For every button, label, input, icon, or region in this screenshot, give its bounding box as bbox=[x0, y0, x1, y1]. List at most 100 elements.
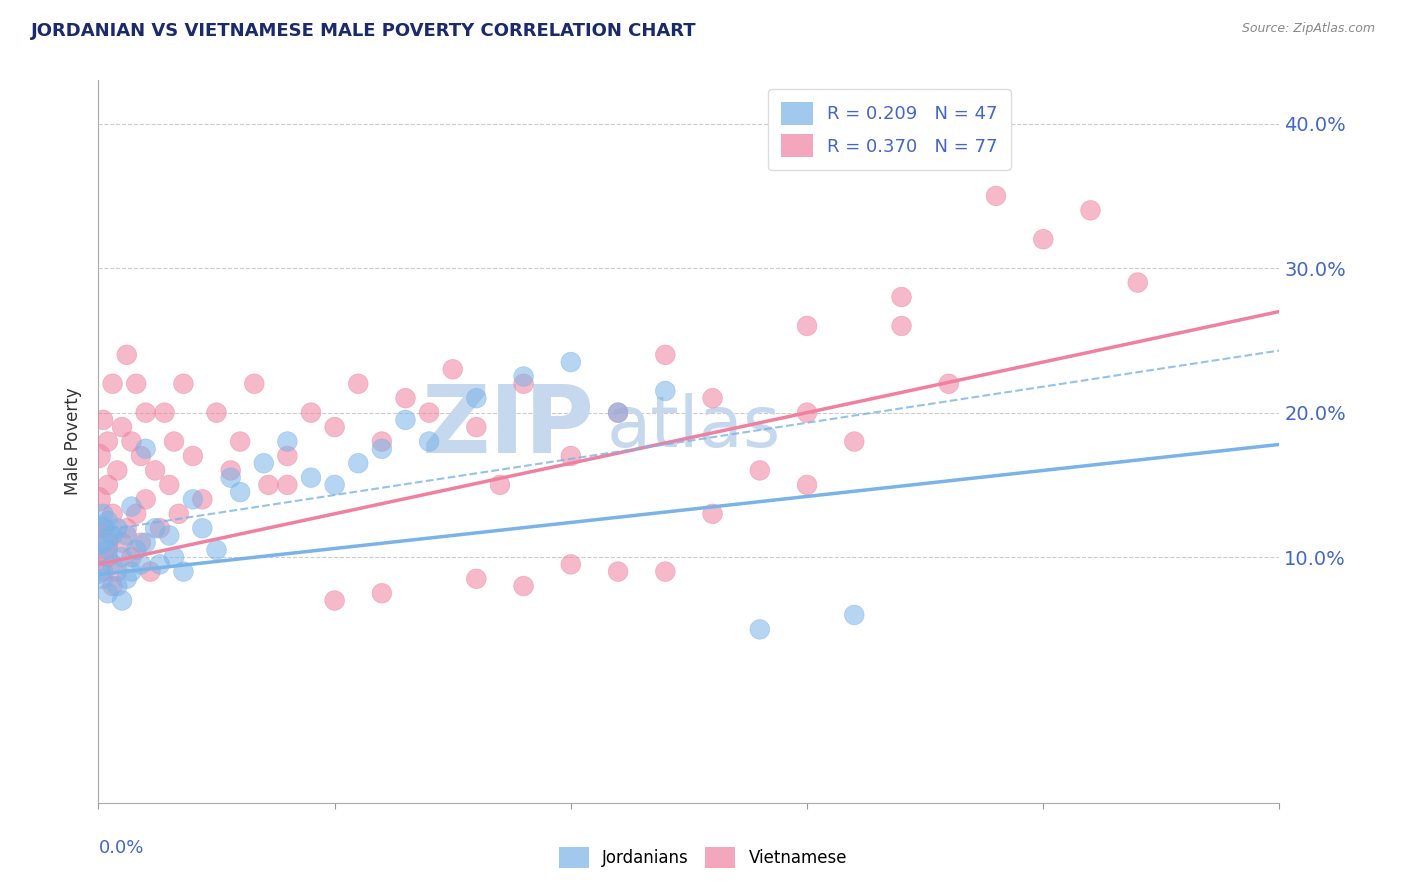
Point bbox=[243, 376, 266, 391]
Point bbox=[129, 535, 152, 549]
Point bbox=[654, 565, 676, 579]
Point bbox=[111, 535, 134, 549]
Point bbox=[135, 535, 157, 549]
Legend: R = 0.209   N = 47, R = 0.370   N = 77: R = 0.209 N = 47, R = 0.370 N = 77 bbox=[768, 89, 1011, 170]
Point bbox=[172, 565, 194, 579]
Point bbox=[115, 348, 138, 362]
Point bbox=[371, 442, 394, 456]
Point bbox=[418, 434, 440, 449]
Point bbox=[394, 413, 416, 427]
Point bbox=[97, 550, 120, 565]
Point bbox=[205, 542, 228, 557]
Point bbox=[172, 376, 194, 391]
Point bbox=[87, 528, 110, 542]
Point bbox=[121, 565, 143, 579]
Point bbox=[105, 463, 128, 477]
Point bbox=[167, 507, 190, 521]
Point bbox=[257, 478, 280, 492]
Point bbox=[465, 420, 488, 434]
Point bbox=[153, 406, 176, 420]
Point bbox=[796, 318, 818, 333]
Point bbox=[394, 391, 416, 405]
Point bbox=[125, 542, 148, 557]
Point bbox=[135, 442, 157, 456]
Point bbox=[149, 558, 172, 572]
Point bbox=[135, 406, 157, 420]
Point bbox=[796, 406, 818, 420]
Point bbox=[101, 579, 124, 593]
Point bbox=[87, 565, 110, 579]
Point bbox=[129, 558, 152, 572]
Point bbox=[129, 449, 152, 463]
Point bbox=[115, 528, 138, 542]
Point bbox=[276, 434, 298, 449]
Point bbox=[844, 607, 866, 622]
Point bbox=[512, 579, 534, 593]
Point bbox=[489, 478, 512, 492]
Point bbox=[299, 470, 322, 484]
Point bbox=[299, 406, 322, 420]
Point bbox=[105, 565, 128, 579]
Point bbox=[115, 572, 138, 586]
Point bbox=[219, 463, 242, 477]
Point bbox=[181, 492, 204, 507]
Point bbox=[101, 507, 124, 521]
Point bbox=[105, 521, 128, 535]
Text: ZIP: ZIP bbox=[422, 381, 595, 473]
Text: Source: ZipAtlas.com: Source: ZipAtlas.com bbox=[1241, 22, 1375, 36]
Point bbox=[276, 478, 298, 492]
Point bbox=[1126, 276, 1149, 290]
Point bbox=[121, 550, 143, 565]
Point bbox=[276, 449, 298, 463]
Point bbox=[219, 470, 242, 484]
Point bbox=[560, 355, 582, 369]
Point bbox=[143, 463, 166, 477]
Point bbox=[512, 369, 534, 384]
Point bbox=[101, 376, 124, 391]
Point bbox=[97, 542, 120, 557]
Point bbox=[560, 449, 582, 463]
Point bbox=[205, 406, 228, 420]
Point bbox=[1032, 232, 1054, 246]
Point bbox=[121, 500, 143, 514]
Point bbox=[87, 449, 110, 463]
Point bbox=[890, 290, 912, 304]
Point bbox=[890, 318, 912, 333]
Point bbox=[191, 492, 214, 507]
Point bbox=[105, 579, 128, 593]
Point bbox=[702, 507, 724, 521]
Point bbox=[87, 535, 110, 549]
Point bbox=[984, 189, 1007, 203]
Point bbox=[97, 514, 120, 528]
Point bbox=[157, 478, 180, 492]
Point bbox=[163, 434, 186, 449]
Point bbox=[441, 362, 464, 376]
Point bbox=[101, 528, 124, 542]
Point bbox=[607, 406, 630, 420]
Point bbox=[87, 492, 110, 507]
Point bbox=[654, 384, 676, 398]
Point bbox=[844, 434, 866, 449]
Point bbox=[135, 492, 157, 507]
Point bbox=[347, 376, 370, 391]
Point bbox=[111, 550, 134, 565]
Point bbox=[1080, 203, 1102, 218]
Point bbox=[748, 623, 770, 637]
Point bbox=[91, 535, 114, 549]
Point bbox=[418, 406, 440, 420]
Point bbox=[323, 593, 346, 607]
Point bbox=[465, 391, 488, 405]
Point bbox=[139, 565, 162, 579]
Point bbox=[91, 507, 114, 521]
Point bbox=[253, 456, 276, 470]
Point bbox=[91, 521, 114, 535]
Point bbox=[181, 449, 204, 463]
Point bbox=[163, 550, 186, 565]
Point bbox=[229, 485, 252, 500]
Point bbox=[191, 521, 214, 535]
Point bbox=[157, 528, 180, 542]
Point bbox=[347, 456, 370, 470]
Point bbox=[101, 558, 124, 572]
Point bbox=[323, 478, 346, 492]
Point bbox=[91, 572, 114, 586]
